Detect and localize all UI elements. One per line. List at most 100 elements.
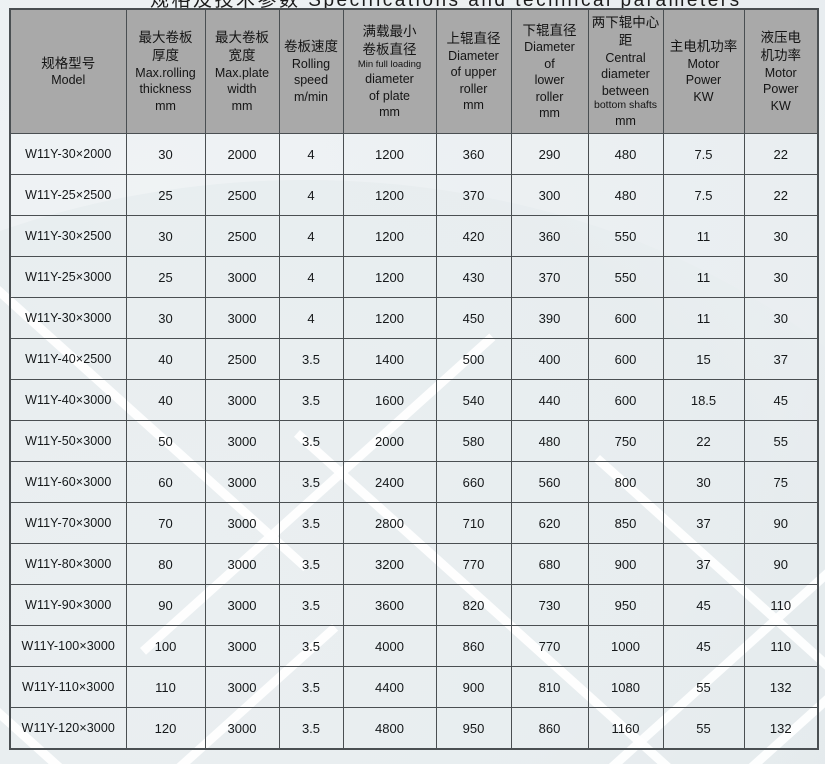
- table-row: W11Y-100×3000 100 3000 3.5 4000 860 770 1000 45 1…: [9, 625, 819, 668]
- cell-hydraulic_power: 30: [743, 256, 819, 299]
- cell-max_width: 2000: [204, 133, 280, 176]
- column-header-en-line: KW: [770, 98, 791, 113]
- column-header-model: 规格型号 Model: [9, 8, 127, 135]
- column-header-cn-line: 最大卷板: [215, 30, 269, 46]
- cell-central_distance: 600: [587, 379, 664, 422]
- cell-rolling_speed: 3.5: [278, 625, 344, 668]
- cell-lower_roller: 560: [510, 461, 589, 504]
- cell-max_width: 3000: [204, 461, 280, 504]
- cell-hydraulic_power: 110: [743, 625, 819, 668]
- column-header-en-line: roller: [459, 81, 488, 96]
- cell-motor_power: 37: [662, 543, 745, 586]
- column-header-cn-line: 满载最小: [362, 23, 417, 39]
- cell-central_distance: 600: [587, 297, 664, 340]
- cell-upper_roller: 950: [435, 707, 512, 750]
- cell-motor_power: 37: [662, 502, 745, 545]
- cell-rolling_speed: 4: [278, 297, 344, 340]
- column-header-en-line: diameter: [601, 67, 650, 82]
- cell-max_thickness: 25: [125, 256, 206, 299]
- cell-hydraulic_power: 30: [743, 297, 819, 340]
- table-row: W11Y-90×3000 90 3000 3.5 3600 820 730 950 45 110: [9, 584, 819, 627]
- cell-central_distance: 600: [587, 338, 664, 381]
- cell-central_distance: 550: [587, 215, 664, 258]
- cell-max_thickness: 40: [125, 338, 206, 381]
- column-header-en-line: width: [227, 82, 257, 97]
- cell-model: W11Y-25×3000: [9, 256, 127, 299]
- cell-lower_roller: 680: [510, 543, 589, 586]
- cell-upper_roller: 540: [435, 379, 512, 422]
- cell-min_diameter: 4800: [342, 707, 437, 750]
- column-header-cn-line: 液压电: [760, 30, 802, 46]
- column-header-central_distance: 两下辊中心距 Central diameter between bottom shaft…: [587, 8, 664, 135]
- cell-central_distance: 1000: [587, 625, 664, 668]
- cell-model: W11Y-120×3000: [9, 707, 127, 750]
- cell-central_distance: 850: [587, 502, 664, 545]
- cell-motor_power: 45: [662, 584, 745, 627]
- column-header-en-line: Max.plate: [214, 65, 270, 80]
- column-header-cn-line: 规格型号: [41, 55, 96, 71]
- cell-rolling_speed: 3.5: [278, 502, 344, 545]
- cell-model: W11Y-30×2000: [9, 133, 127, 176]
- cell-hydraulic_power: 55: [743, 420, 819, 463]
- cell-motor_power: 30: [662, 461, 745, 504]
- column-header-en-line: diameter: [365, 72, 414, 87]
- cell-min_diameter: 1200: [342, 256, 437, 299]
- cell-motor_power: 11: [662, 256, 745, 299]
- cell-lower_roller: 620: [510, 502, 589, 545]
- column-header-en-line: KW: [693, 89, 714, 104]
- cell-motor_power: 55: [662, 666, 745, 709]
- cut-off-title-sliver: 规格及技术参数 Specifications and technical par…: [0, 0, 825, 8]
- cell-rolling_speed: 4: [278, 174, 344, 217]
- cell-max_thickness: 30: [125, 215, 206, 258]
- cell-model: W11Y-110×3000: [9, 666, 127, 709]
- cell-rolling_speed: 3.5: [278, 584, 344, 627]
- column-header-rolling_speed: 卷板速度 Rolling speed m/min: [278, 8, 344, 135]
- column-header-en-line: Min full loading: [357, 58, 422, 70]
- cell-central_distance: 950: [587, 584, 664, 627]
- cell-hydraulic_power: 30: [743, 215, 819, 258]
- cell-min_diameter: 1600: [342, 379, 437, 422]
- cell-model: W11Y-100×3000: [9, 625, 127, 668]
- column-header-max_thickness: 最大卷板 厚度 Max.rolling thickness mm: [125, 8, 206, 135]
- cell-motor_power: 15: [662, 338, 745, 381]
- cell-max_thickness: 90: [125, 584, 206, 627]
- cell-max_thickness: 100: [125, 625, 206, 668]
- cell-rolling_speed: 4: [278, 256, 344, 299]
- column-header-en-line: Rolling: [291, 56, 331, 71]
- column-header-cn-line: 卷板速度: [284, 39, 338, 55]
- column-header-en-line: mm: [231, 98, 253, 113]
- table-row: W11Y-30×2500 30 2500 4 1200 420 360 550 11 30: [9, 215, 819, 258]
- cell-rolling_speed: 4: [278, 133, 344, 176]
- cell-lower_roller: 300: [510, 174, 589, 217]
- column-header-en-line: Model: [51, 73, 86, 88]
- column-header-cn-line: 最大卷板: [138, 30, 193, 46]
- cell-motor_power: 55: [662, 707, 745, 750]
- cell-central_distance: 1160: [587, 707, 664, 750]
- cell-lower_roller: 810: [510, 666, 589, 709]
- cell-rolling_speed: 3.5: [278, 707, 344, 750]
- cell-max_width: 3000: [204, 584, 280, 627]
- cell-lower_roller: 860: [510, 707, 589, 750]
- column-header-cn-line: 两下辊中心距: [591, 15, 660, 48]
- cell-max_thickness: 80: [125, 543, 206, 586]
- cell-hydraulic_power: 132: [743, 666, 819, 709]
- cell-lower_roller: 440: [510, 379, 589, 422]
- cell-hydraulic_power: 45: [743, 379, 819, 422]
- column-header-en-line: Diameter: [524, 40, 575, 55]
- cell-model: W11Y-80×3000: [9, 543, 127, 586]
- cell-central_distance: 480: [587, 133, 664, 176]
- cell-upper_roller: 430: [435, 256, 512, 299]
- column-header-min_diameter: 满载最小 卷板直径 Min full loading diameter of plate…: [342, 8, 437, 135]
- cell-model: W11Y-25×2500: [9, 174, 127, 217]
- column-header-cn-line: 下辊直径: [522, 22, 577, 38]
- cell-central_distance: 900: [587, 543, 664, 586]
- cell-motor_power: 11: [662, 297, 745, 340]
- cell-hydraulic_power: 22: [743, 174, 819, 217]
- column-header-cn-line: 上辊直径: [446, 30, 501, 46]
- cell-model: W11Y-30×3000: [9, 297, 127, 340]
- cell-max_thickness: 110: [125, 666, 206, 709]
- column-header-en-line: Motor: [764, 65, 797, 80]
- cell-max_width: 3000: [204, 297, 280, 340]
- cell-upper_roller: 900: [435, 666, 512, 709]
- table-header: 规格型号 Model 最大卷板 厚度 Max.rolling thickness mm 最大卷…: [9, 8, 819, 135]
